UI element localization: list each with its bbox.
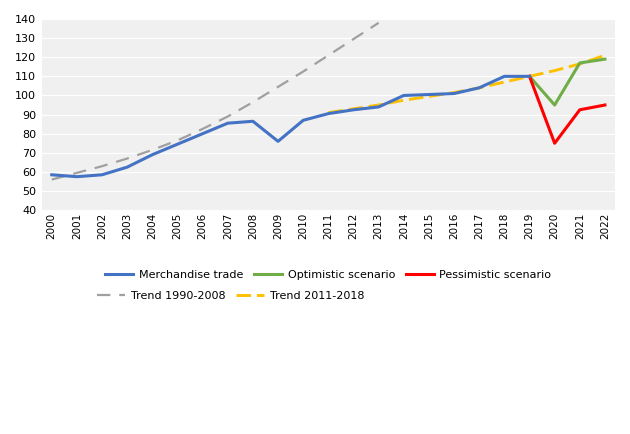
Legend: Trend 1990-2008, Trend 2011-2018: Trend 1990-2008, Trend 2011-2018 <box>93 286 369 305</box>
